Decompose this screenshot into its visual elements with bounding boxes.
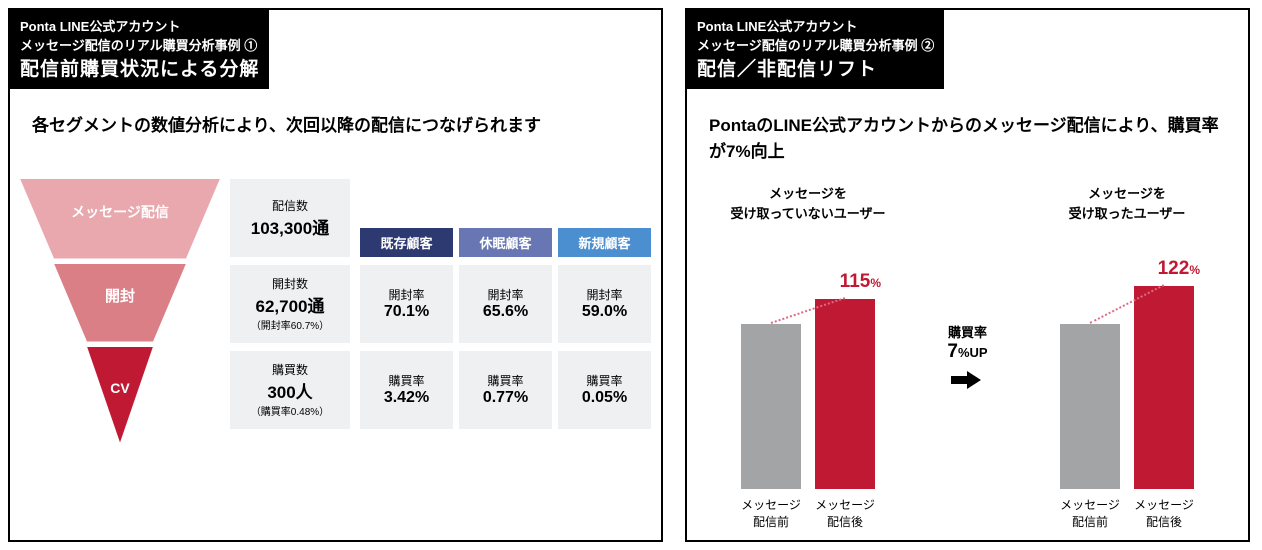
matrix-cell: 開封率70.1% <box>360 265 453 343</box>
stat-box: 購買数 300人 （購買率0.48%） <box>230 351 350 429</box>
funnel-segment: CV <box>87 347 153 443</box>
panel-description: 各セグメントの数値分析により、次回以降の配信につなげられます <box>10 89 661 149</box>
lift-summary: 購買率 7%UP <box>947 322 987 392</box>
header-title: 配信前購買状況による分解 <box>20 54 259 81</box>
bar-before <box>741 324 801 489</box>
stat-label: 開封数 <box>232 275 348 292</box>
funnel-chart: メッセージ配信開封CV <box>20 179 220 439</box>
cell-value: 65.6% <box>459 303 552 321</box>
cell-value: 3.42% <box>360 389 453 407</box>
matrix-column-header: 新規顧客 <box>558 228 651 257</box>
stats-column: 配信数 103,300通 開封数 62,700通 （開封率60.7%） 購買数 3… <box>230 179 350 439</box>
cell-label: 開封率 <box>459 286 552 303</box>
bar-after <box>815 299 875 489</box>
header-line2: メッセージ配信のリアル購買分析事例 ① <box>20 35 259 54</box>
panel-header: Ponta LINE公式アカウント メッセージ配信のリアル購買分析事例 ① 配信… <box>10 10 269 89</box>
panel-description: PontaのLINE公式アカウントからのメッセージ配信により、購買率が7%向上 <box>687 89 1248 174</box>
matrix-cell: 開封率59.0% <box>558 265 651 343</box>
bar-value-label: 122% <box>1158 258 1200 280</box>
stat-note: （購買率0.48%） <box>232 403 348 418</box>
stat-box: 開封数 62,700通 （開封率60.7%） <box>230 265 350 343</box>
header-line2: メッセージ配信のリアル購買分析事例 ② <box>697 35 934 54</box>
cell-label: 開封率 <box>360 286 453 303</box>
bar-before <box>1060 324 1120 489</box>
stat-value: 300人 <box>232 378 348 403</box>
cell-value: 70.1% <box>360 303 453 321</box>
header-title: 配信／非配信リフト <box>697 54 934 81</box>
matrix-cell: 開封率65.6% <box>459 265 552 343</box>
funnel-segment: 開封 <box>54 264 186 342</box>
header-line1: Ponta LINE公式アカウント <box>697 16 934 35</box>
bar-value-label: 115% <box>840 271 881 293</box>
cell-label: 購買率 <box>558 372 651 389</box>
stat-label: 購買数 <box>232 361 348 378</box>
bar-x-label: メッセージ配信後 <box>815 497 875 531</box>
bar-x-label: メッセージ配信前 <box>741 497 801 531</box>
cell-label: 開封率 <box>558 286 651 303</box>
cell-value: 59.0% <box>558 303 651 321</box>
panel-header: Ponta LINE公式アカウント メッセージ配信のリアル購買分析事例 ② 配信… <box>687 10 944 89</box>
header-line1: Ponta LINE公式アカウント <box>20 16 259 35</box>
stat-value: 62,700通 <box>232 292 348 317</box>
cell-value: 0.05% <box>558 389 651 407</box>
stat-label: 配信数 <box>232 197 348 214</box>
bar-group: メッセージを受け取ったユーザー 122% メッセージ配信前メッセージ配信後 <box>1032 184 1222 531</box>
lift-value: 7%UP <box>947 341 987 363</box>
arrow-right-icon <box>951 371 983 389</box>
funnel-segment: メッセージ配信 <box>20 179 220 259</box>
matrix-column-header: 既存顧客 <box>360 228 453 257</box>
lift-label: 購買率 <box>947 322 987 341</box>
cell-label: 購買率 <box>459 372 552 389</box>
matrix-cell: 購買率0.77% <box>459 351 552 429</box>
bar-group-title: メッセージを受け取ったユーザー <box>1032 184 1222 223</box>
stat-note: （開封率60.7%） <box>232 317 348 332</box>
panel-lift-analysis: Ponta LINE公式アカウント メッセージ配信のリアル購買分析事例 ② 配信… <box>685 8 1250 542</box>
bar-x-label: メッセージ配信後 <box>1134 497 1194 531</box>
cell-label: 購買率 <box>360 372 453 389</box>
panel-segment-analysis: Ponta LINE公式アカウント メッセージ配信のリアル購買分析事例 ① 配信… <box>8 8 663 542</box>
stat-value: 103,300通 <box>232 214 348 239</box>
matrix-column-header: 休眠顧客 <box>459 228 552 257</box>
bar-group-title: メッセージを受け取っていないユーザー <box>713 184 903 223</box>
cell-value: 0.77% <box>459 389 552 407</box>
bar-group: メッセージを受け取っていないユーザー 115% メッセージ配信前メッセージ配信後 <box>713 184 903 531</box>
matrix-cell: 購買率0.05% <box>558 351 651 429</box>
segment-matrix: 既存顧客休眠顧客新規顧客開封率70.1%開封率65.6%開封率59.0%購買率3… <box>360 179 651 439</box>
stat-box: 配信数 103,300通 <box>230 179 350 257</box>
bar-x-label: メッセージ配信前 <box>1060 497 1120 531</box>
bar-after <box>1134 286 1194 489</box>
matrix-cell: 購買率3.42% <box>360 351 453 429</box>
